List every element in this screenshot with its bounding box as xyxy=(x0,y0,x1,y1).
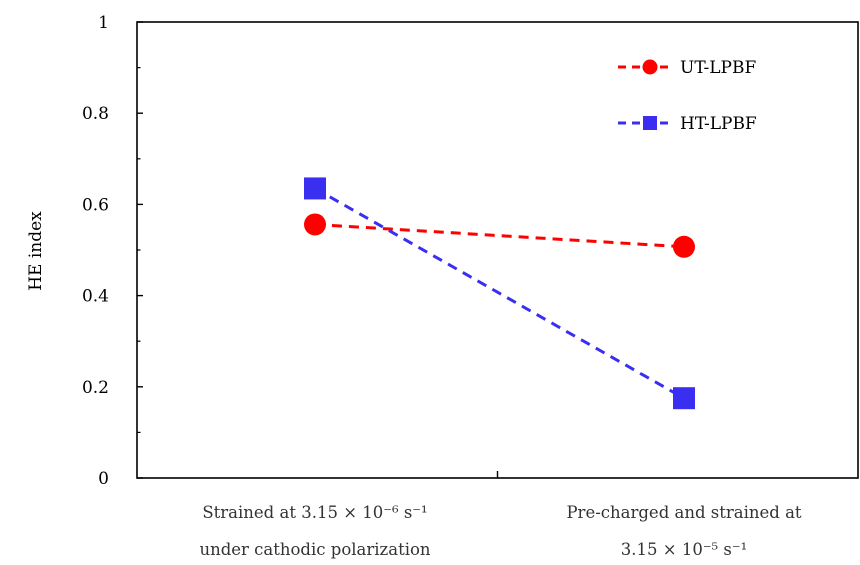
y-tick-label: 0.2 xyxy=(82,378,109,398)
series-layer xyxy=(304,177,695,410)
y-tick-label: 0 xyxy=(98,469,109,489)
data-point-square xyxy=(673,387,695,410)
series-line xyxy=(314,222,685,249)
plot-frame xyxy=(136,21,859,479)
legend-label: UT-LPBF xyxy=(680,58,756,78)
series-line xyxy=(314,187,685,400)
y-tick-label: 0.4 xyxy=(82,287,109,307)
y-tick-label: 0.6 xyxy=(82,195,109,215)
x-axis: Strained at 3.15 × 10⁻⁶ s⁻¹ under cathodi… xyxy=(199,471,802,559)
plot-border xyxy=(136,21,859,479)
y-tick-label: 1 xyxy=(98,13,109,33)
data-point-circle xyxy=(673,235,695,258)
legend: UT-LPBF HT-LPBF xyxy=(618,58,757,134)
data-point-square xyxy=(304,177,326,200)
x-category-label: Pre-charged and strained at 3.15 × 10⁻⁵ s… xyxy=(566,503,801,559)
legend-label: HT-LPBF xyxy=(680,114,757,134)
legend-marker-circle xyxy=(642,59,658,75)
x-category-label: Strained at 3.15 × 10⁻⁶ s⁻¹ under cathodi… xyxy=(199,503,430,559)
y-tick-label: 0.8 xyxy=(82,104,109,124)
data-point-circle xyxy=(304,213,326,236)
legend-marker-square xyxy=(643,116,657,130)
y-axis: 0 0.2 0.4 0.6 0.8 1 xyxy=(82,13,143,489)
y-axis-title: HE index xyxy=(26,211,46,291)
